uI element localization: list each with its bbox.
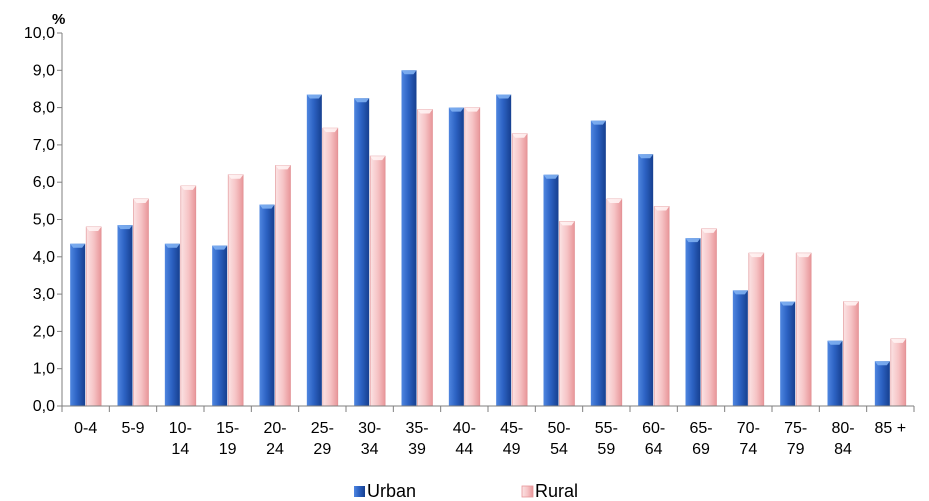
bar-urban xyxy=(401,70,417,407)
x-tick-label: 15-19 xyxy=(216,420,239,458)
bar-rural xyxy=(322,127,339,407)
x-tick-label: 85 + xyxy=(875,420,907,437)
bar-rural xyxy=(559,221,575,407)
bar-urban xyxy=(354,98,370,407)
bar-rural xyxy=(133,198,149,407)
x-tick-label: 20-24 xyxy=(263,420,286,458)
bar-rural xyxy=(511,133,528,407)
bar-urban xyxy=(448,107,464,406)
bar-rural xyxy=(180,185,197,407)
bar-urban xyxy=(496,94,512,407)
bar-urban xyxy=(638,154,654,406)
x-tick-label: 40-44 xyxy=(453,420,476,458)
x-tick-label: 5-9 xyxy=(121,420,144,437)
x-tick-label: 50-54 xyxy=(547,420,570,458)
x-tick-label: 0-4 xyxy=(74,420,97,437)
bar-urban xyxy=(874,361,890,406)
x-tick-label: 35-39 xyxy=(405,420,428,458)
bar-rural xyxy=(417,109,433,407)
x-tick-label: 30-34 xyxy=(358,420,381,458)
y-tick-label: 6,0 xyxy=(33,174,55,191)
y-tick-label: 1,0 xyxy=(33,361,55,378)
bar-rural xyxy=(653,206,670,407)
bar-rural xyxy=(606,198,623,407)
bar-rural xyxy=(701,228,717,407)
y-tick-label: 7,0 xyxy=(33,137,55,154)
bar-rural xyxy=(275,165,291,407)
y-tick-label: 10,0 xyxy=(24,25,55,42)
bar-rural xyxy=(795,252,812,407)
bar-rural xyxy=(890,338,907,407)
bar-urban xyxy=(306,94,322,407)
x-tick-label: 25-29 xyxy=(311,420,334,458)
x-axis-ticks: 0-4 5-9 10-14 15-19 20-24 25-29 30-34 35-39 40-4… xyxy=(61,406,915,458)
bars xyxy=(70,70,907,407)
bar-urban xyxy=(590,120,606,406)
bar-rural xyxy=(227,174,244,407)
x-tick-label: 60-64 xyxy=(642,420,665,458)
bar-urban xyxy=(685,238,701,406)
y-tick-label: 2,0 xyxy=(33,323,55,340)
x-tick-label: 70-74 xyxy=(737,420,760,458)
y-tick-label: 8,0 xyxy=(33,100,55,117)
y-tick-label: 5,0 xyxy=(33,212,55,229)
x-tick-label: 10-14 xyxy=(169,420,192,458)
y-tick-label: 3,0 xyxy=(33,286,55,303)
legend-label-rural: Rural xyxy=(535,481,578,501)
y-axis-ticks: 0,0 1,0 2,0 3,0 4,0 5,0 6,0 7,0 8,0 9,0 10,0 xyxy=(24,25,62,415)
legend: Urban Rural xyxy=(354,481,578,501)
bar-rural xyxy=(748,252,765,407)
y-unit-label: % xyxy=(52,11,65,28)
bar-rural xyxy=(85,226,102,407)
x-tick-label: 75-79 xyxy=(784,420,807,458)
x-tick-label: 45-49 xyxy=(500,420,523,458)
x-tick-label: 55-59 xyxy=(595,420,618,458)
bar-urban xyxy=(117,225,133,406)
bar-urban xyxy=(827,340,843,406)
bar-urban xyxy=(70,243,86,406)
bar-urban xyxy=(212,245,228,406)
bar-rural xyxy=(369,155,386,407)
bar-urban xyxy=(732,290,748,406)
y-tick-label: 4,0 xyxy=(33,249,55,266)
legend-swatch-urban xyxy=(354,486,365,497)
y-tick-label: 9,0 xyxy=(33,62,55,79)
bar-rural xyxy=(464,107,481,407)
x-tick-label: 65-69 xyxy=(689,420,712,458)
legend-label-urban: Urban xyxy=(367,481,416,501)
bar-urban xyxy=(259,204,275,406)
x-tick-label: 80-84 xyxy=(831,420,854,458)
bar-urban xyxy=(780,301,796,406)
bar-urban xyxy=(543,174,559,406)
legend-swatch-rural xyxy=(521,485,534,498)
bar-rural xyxy=(843,301,859,407)
y-tick-label: 0,0 xyxy=(33,398,55,415)
bar-urban xyxy=(164,243,180,406)
